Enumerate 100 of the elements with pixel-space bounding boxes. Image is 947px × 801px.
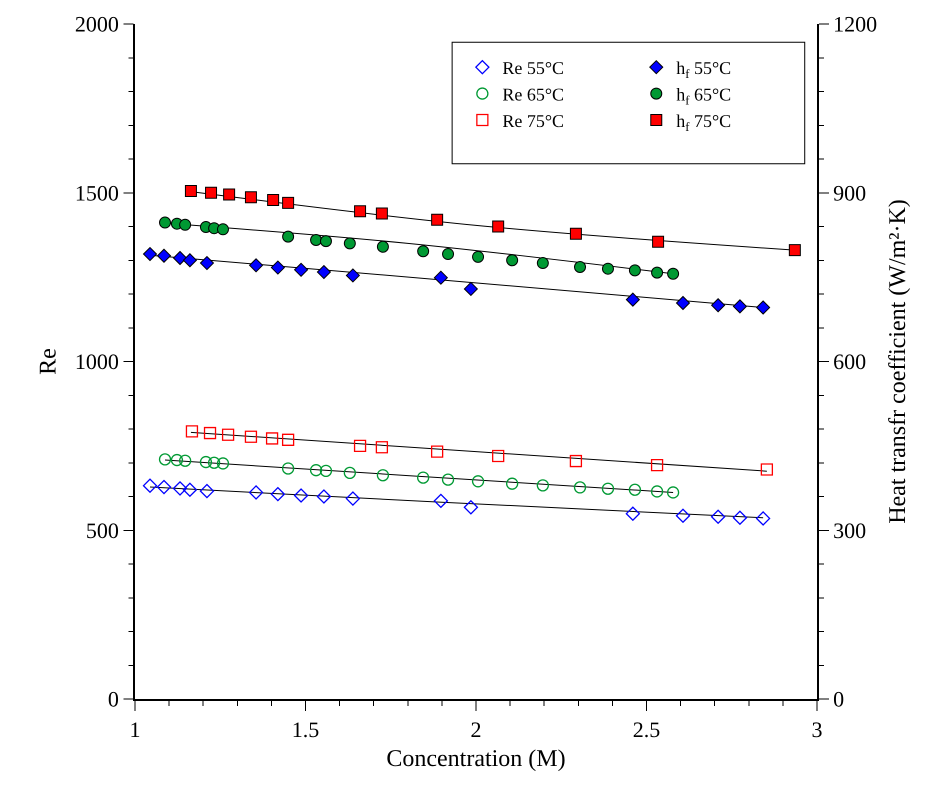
point — [732, 299, 747, 314]
point — [344, 237, 356, 250]
point — [346, 491, 360, 506]
point — [270, 260, 285, 275]
point — [200, 456, 212, 468]
point — [506, 254, 518, 266]
point — [651, 266, 664, 279]
point — [216, 457, 230, 470]
point — [282, 230, 294, 243]
point — [310, 464, 322, 476]
point — [756, 511, 770, 526]
point — [354, 440, 366, 452]
point — [159, 216, 172, 229]
point — [376, 240, 389, 253]
point — [570, 228, 582, 240]
point — [244, 191, 257, 204]
point — [710, 510, 726, 524]
point — [223, 188, 236, 200]
x-tick-label: 3 — [812, 717, 822, 742]
point — [320, 235, 332, 248]
y2-tick-label: 1200 — [833, 12, 878, 37]
point — [186, 425, 198, 438]
point — [294, 488, 308, 503]
point — [376, 441, 388, 454]
point — [354, 205, 366, 218]
point — [464, 500, 478, 514]
y-tick-label: 1000 — [74, 349, 119, 374]
point — [204, 426, 216, 440]
point — [464, 282, 478, 296]
point — [182, 253, 197, 268]
point — [574, 261, 586, 273]
y2-tick-label: 900 — [833, 180, 866, 206]
point — [158, 453, 172, 466]
point — [179, 218, 192, 231]
legend-label: Re 55°C — [502, 58, 564, 78]
point — [200, 256, 214, 270]
point — [316, 489, 332, 504]
point — [184, 185, 197, 198]
point — [142, 478, 158, 493]
y-tick-label: 500 — [86, 518, 119, 543]
x-tick-label: 2 — [470, 717, 482, 742]
point — [431, 214, 444, 226]
point — [294, 262, 308, 277]
y-tick-label: 0 — [108, 686, 119, 712]
point — [676, 296, 690, 310]
point — [249, 258, 264, 272]
point — [266, 432, 278, 445]
y-tick-label: 2000 — [74, 12, 119, 37]
point — [756, 300, 770, 314]
x-tick-label: 1.5 — [292, 717, 320, 742]
point — [182, 482, 198, 497]
point — [628, 484, 642, 496]
point — [156, 480, 172, 494]
point — [472, 475, 484, 488]
point — [666, 486, 680, 499]
point — [282, 462, 294, 475]
point — [442, 248, 454, 260]
point — [173, 251, 188, 265]
point — [267, 194, 280, 206]
point — [222, 428, 234, 441]
point — [376, 208, 388, 220]
point — [170, 454, 184, 466]
point — [270, 486, 286, 502]
x-tick-label: 1 — [130, 717, 140, 742]
point — [788, 244, 801, 256]
point — [200, 484, 214, 498]
point — [344, 466, 356, 480]
legend-label: h$_{f}$ 55°C — [676, 58, 732, 81]
point — [310, 234, 322, 246]
point — [282, 434, 294, 446]
point — [244, 430, 258, 443]
legend-label: h$_{f}$ 75°C — [676, 110, 732, 134]
point — [602, 262, 614, 275]
point — [430, 445, 444, 458]
point — [346, 268, 360, 282]
point — [506, 478, 518, 490]
point — [536, 257, 549, 270]
point — [574, 481, 586, 494]
point — [492, 450, 504, 462]
point — [626, 292, 640, 307]
legend-label: Re 75°C — [502, 110, 564, 131]
point — [316, 265, 331, 280]
x-axis-title: Concentration (M) — [386, 746, 566, 772]
y2-axis-title: Heat transfr coefficient (W/m²·K) — [884, 199, 911, 524]
point — [205, 186, 218, 199]
legend-label: Re 65°C — [502, 84, 564, 105]
point — [760, 463, 774, 476]
y2-tick-label: 600 — [833, 349, 866, 374]
point — [208, 456, 220, 469]
y-axis-title: Re — [35, 348, 62, 375]
point — [652, 236, 664, 248]
y2-tick-label: 0 — [833, 686, 844, 712]
point — [667, 268, 680, 280]
point — [143, 247, 157, 262]
legend-label: h$_{f}$ 65°C — [676, 84, 732, 108]
point — [376, 469, 390, 482]
x-tick-label: 2.5 — [632, 717, 660, 742]
point — [628, 264, 641, 276]
y2-tick-label: 300 — [833, 518, 866, 543]
point — [602, 482, 614, 495]
